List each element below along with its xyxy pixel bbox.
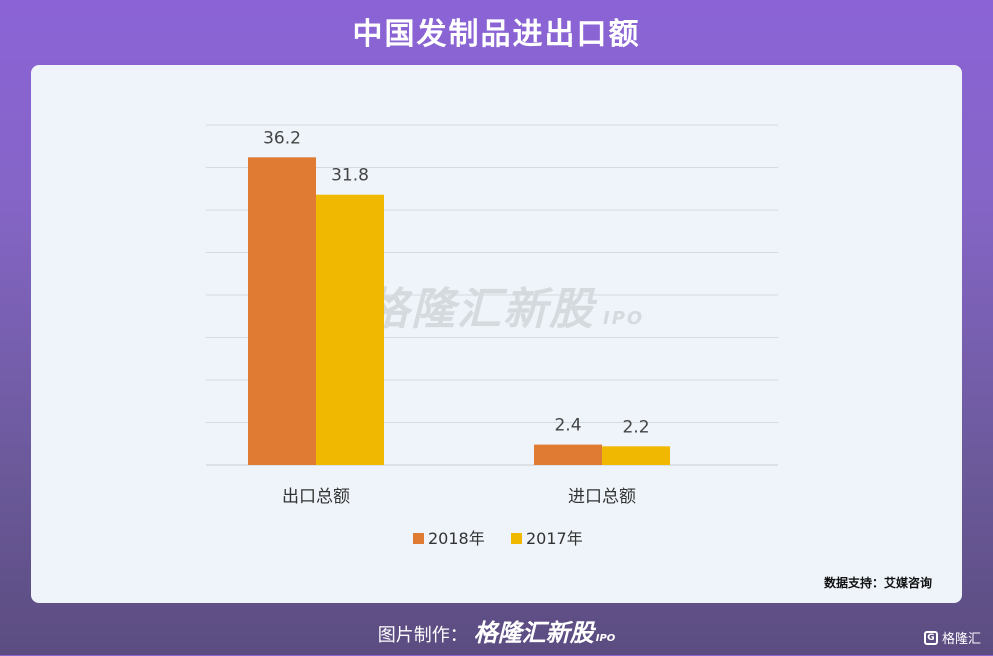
corner-logo: G 格隆汇 — [923, 628, 981, 647]
page-title: 中国发制品进出口额 — [352, 17, 641, 52]
data-label: 31.8 — [331, 166, 369, 186]
bar-chart: 36.2 31.8 出口总额 2.4 2.2 进口总额 2018年 2017年 — [206, 124, 778, 548]
bar — [248, 157, 316, 466]
footer-prefix: 图片制作： — [377, 625, 468, 646]
data-label: 2.2 — [622, 417, 649, 437]
legend-label: 2018年 — [428, 529, 485, 548]
footer-suffix: IPO — [595, 633, 616, 644]
legend-label: 2017年 — [526, 529, 583, 548]
footer-brand: 格隆汇新股 — [473, 619, 594, 647]
corner-logo-text: 格隆汇 — [941, 632, 981, 647]
watermark: 格隆汇新股 IPO — [365, 284, 645, 335]
data-label: 36.2 — [263, 128, 301, 148]
bar — [602, 446, 670, 465]
footer-credit: 图片制作： 格隆汇新股 IPO — [0, 616, 993, 650]
data-label: 2.4 — [554, 416, 581, 436]
chart-card: 格隆汇新股 IPO 36.2 31.8 出口总额 2.4 2.2 进口总额 2018年 2017… — [31, 65, 962, 603]
legend-swatch — [413, 533, 424, 544]
category-label: 进口总额 — [568, 487, 636, 507]
logo-icon: G — [923, 630, 938, 645]
source-note: 数据支持：艾媒咨询 — [823, 576, 932, 590]
legend-swatch — [511, 533, 522, 544]
category-label: 出口总额 — [282, 487, 350, 507]
bar — [534, 444, 602, 465]
bar — [316, 194, 384, 465]
